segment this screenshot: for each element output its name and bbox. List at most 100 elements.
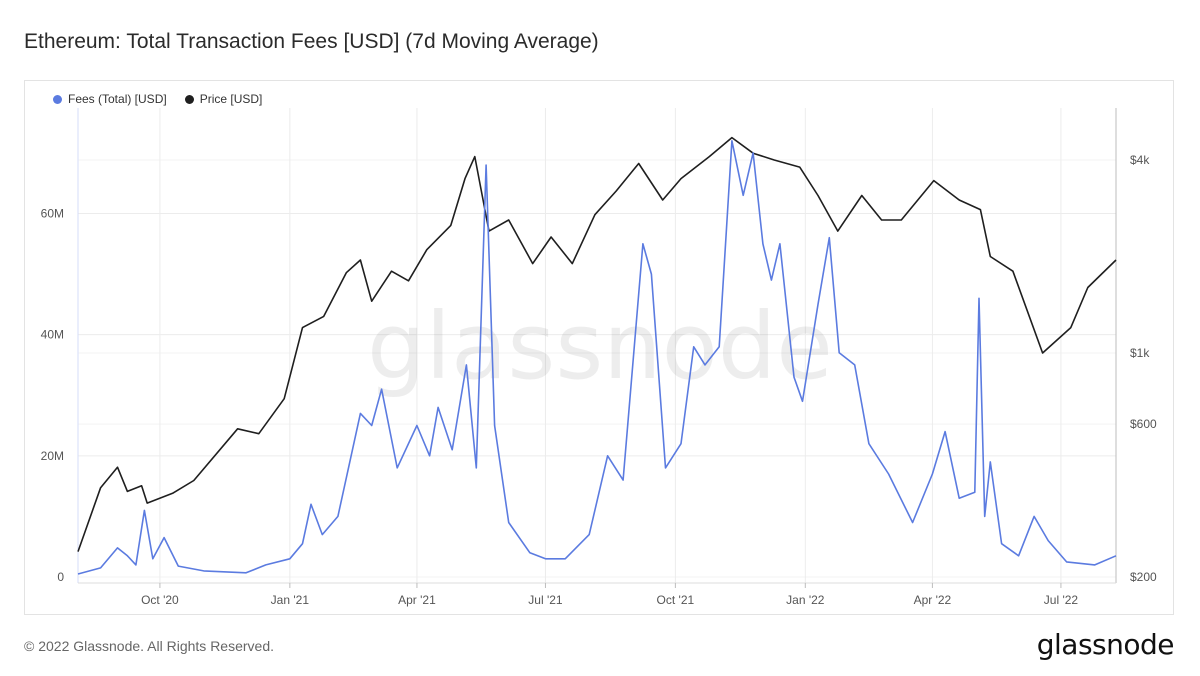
fees-data-point (680, 442, 683, 445)
fees-data-point (321, 533, 324, 536)
x-tick-label: Apr '22 (914, 593, 952, 607)
fees-data-point (245, 571, 248, 574)
legend-item-fees[interactable]: Fees (Total) [USD] (53, 92, 167, 106)
price-data-point (1041, 352, 1044, 355)
price-data-point (99, 486, 102, 489)
fees-data-point (475, 467, 478, 470)
fees-data-point (163, 536, 166, 539)
fees-data-point (396, 467, 399, 470)
price-data-point (301, 326, 304, 329)
fees-data-point (770, 279, 773, 282)
fees-data-point (99, 567, 102, 570)
fees-data-point (310, 503, 313, 506)
brand-logo[interactable]: glassnode (1036, 628, 1175, 661)
price-data-point (531, 262, 534, 265)
price-data-point (425, 248, 428, 251)
legend-item-price[interactable]: Price [USD] (184, 92, 263, 106)
fees-data-point (485, 164, 488, 167)
price-data-point (752, 152, 755, 155)
price-data-point (958, 199, 961, 202)
fees-data-point (730, 139, 733, 142)
price-data-point (146, 502, 149, 505)
y-right-tick-label: $4k (1130, 153, 1150, 167)
x-tick-label: Oct '21 (657, 593, 695, 607)
fees-data-point (973, 491, 976, 494)
fees-data-point (451, 448, 454, 451)
price-data-point (473, 155, 476, 158)
price-data-point (615, 190, 618, 193)
fees-data-point (177, 565, 180, 568)
fees-data-point (529, 551, 532, 554)
price-data-point (900, 219, 903, 222)
fees-data-point (867, 442, 870, 445)
price-data-point (488, 230, 491, 233)
fees-data-point (143, 509, 146, 512)
fees-data-point (564, 557, 567, 560)
x-tick-label: Oct '20 (141, 593, 179, 607)
price-data-point (126, 490, 129, 493)
y-left-tick-label: 20M (41, 449, 64, 463)
x-tick-label: Jul '21 (528, 593, 563, 607)
fees-data-point (650, 273, 653, 276)
ticks-layer: 0 20M 40M 60M $200 $600 $1k $4k Oct '20 Jan '21 Ap… (41, 153, 1157, 607)
x-tick-label: Jan '22 (786, 593, 825, 607)
price-data-point (171, 492, 174, 495)
fees-data-point (507, 521, 510, 524)
fees-data-point (1017, 554, 1020, 557)
price-data-point (1069, 326, 1072, 329)
fees-data-point (778, 242, 781, 245)
fees-data-point (493, 424, 496, 427)
fees-data-point (817, 303, 820, 306)
fees-data-point (465, 364, 468, 367)
fees-data-point (983, 515, 986, 518)
legend-dot-fees (53, 94, 62, 104)
fees-data-point (437, 406, 440, 409)
price-data-point (637, 162, 640, 165)
price-data-point (140, 484, 143, 487)
fees-data-point (828, 236, 831, 239)
fees-data-point (718, 345, 721, 348)
legend-label-fees: Fees (Total) [USD] (68, 92, 167, 106)
y-left-tick-label: 60M (41, 206, 64, 220)
x-tick-label: Jul '22 (1044, 593, 1079, 607)
fees-data-point (588, 533, 591, 536)
price-data-point (1086, 286, 1089, 289)
fees-data-point (742, 194, 745, 197)
fees-data-point (606, 454, 609, 457)
price-data-point (77, 550, 80, 553)
price-data-point (661, 199, 664, 202)
fees-data-point (202, 570, 205, 573)
y-left-tick-label: 40M (41, 328, 64, 342)
fees-data-point (288, 557, 291, 560)
fees-data-point (126, 554, 129, 557)
price-data-point (880, 219, 883, 222)
y-right-tick-label: $200 (1130, 570, 1157, 584)
chart-legend: Fees (Total) [USD] Price [USD] (53, 92, 262, 106)
fees-data-point (762, 242, 765, 245)
fees-data-point (622, 479, 625, 482)
price-data-point (773, 159, 776, 162)
fees-data-point (1033, 515, 1036, 518)
y-right-tick-label: $600 (1130, 417, 1157, 431)
x-tick-label: Apr '21 (398, 593, 436, 607)
fees-data-point (1047, 539, 1050, 542)
fees-series-line (77, 140, 1117, 575)
price-data-point (680, 177, 683, 180)
legend-label-price: Price [USD] (199, 92, 263, 106)
price-data-point (192, 479, 195, 482)
fees-data-point (264, 563, 267, 566)
watermark: glassnode (367, 293, 833, 400)
fees-data-point (1115, 554, 1118, 557)
price-data-point (836, 230, 839, 233)
fees-data-point (887, 473, 890, 476)
price-data-point (390, 270, 393, 273)
price-data-point (550, 236, 553, 239)
fees-data-point (853, 364, 856, 367)
chart-panel (24, 80, 1174, 615)
fees-data-point (380, 388, 383, 391)
grid-layer (78, 108, 1116, 583)
price-data-point (370, 300, 373, 303)
fees-data-point (428, 454, 431, 457)
fees-data-point (1065, 560, 1068, 563)
fees-data-point (801, 400, 804, 403)
